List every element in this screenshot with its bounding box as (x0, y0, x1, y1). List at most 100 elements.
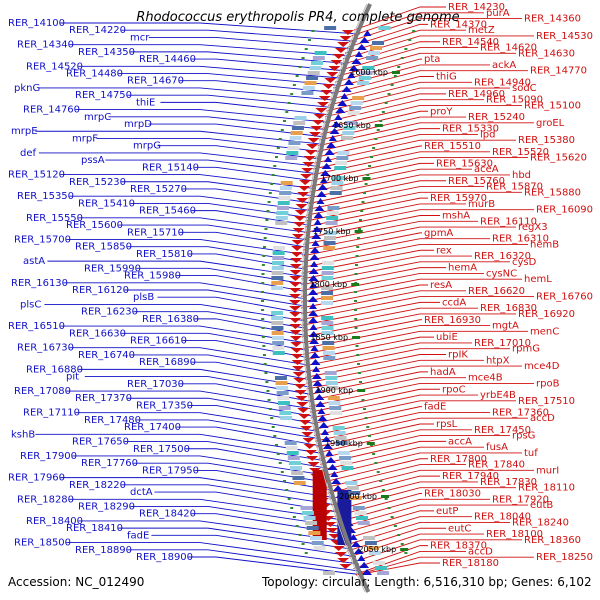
scale-tick (351, 283, 360, 286)
reverse-label-connector (148, 36, 354, 50)
forward-label-connector (314, 417, 528, 442)
reverse-feature-tile (339, 456, 352, 460)
forward-gene-arrow (293, 378, 306, 383)
forward-label-connector (301, 313, 516, 338)
forward-feature-tile (271, 326, 284, 330)
forward-feature-tile (275, 221, 288, 225)
reverse-gene-label: RER_17110 (23, 408, 80, 419)
forward-label-connector (301, 255, 472, 280)
forward-feature-tile (278, 406, 291, 410)
forward-feature-tile (313, 546, 326, 550)
scale-label: 1800 kbp (309, 280, 347, 289)
gc-tick (271, 426, 275, 428)
forward-feature-tile (272, 256, 285, 260)
scale-label: 1650 kbp (333, 121, 371, 130)
forward-gene-label: RER_15520 (492, 147, 549, 158)
forward-gene-arrow (330, 60, 343, 65)
forward-label-connector (310, 157, 528, 182)
forward-feature-tile (292, 476, 305, 480)
reverse-gene-label: RER_14340 (17, 40, 74, 51)
reverse-feature-tile (369, 46, 382, 50)
forward-feature-tile (272, 251, 285, 255)
forward-feature-tile (288, 461, 301, 465)
reverse-gene-arrow (328, 135, 337, 141)
reverse-feature-tile (324, 231, 337, 235)
forward-gene-arrow (290, 258, 303, 263)
gc-tick (261, 282, 265, 284)
reverse-feature-tile (333, 431, 346, 435)
reverse-feature-tile (337, 451, 350, 455)
reverse-gene-arrow (308, 331, 319, 337)
reverse-gene-label: RER_14760 (23, 105, 80, 116)
forward-gene-arrow (320, 90, 333, 95)
gc-tick (356, 354, 360, 356)
reverse-gene-label: RER_18290 (78, 501, 135, 512)
reverse-feature-tile (366, 546, 379, 550)
reverse-gene-arrow (311, 373, 322, 379)
gc-tick (311, 30, 315, 32)
gc-tick (372, 453, 376, 455)
gc-tick (361, 399, 365, 401)
reverse-label-connector (179, 80, 339, 94)
gc-tick (404, 552, 408, 554)
forward-label-connector (305, 197, 428, 222)
reverse-gene-arrow (313, 219, 322, 225)
forward-gene-arrow (289, 336, 302, 341)
gc-tick (390, 84, 394, 86)
reverse-gene-label: plsB (133, 292, 154, 303)
forward-feature-tile (308, 531, 321, 535)
gc-tick (263, 363, 267, 365)
forward-gene-arrow (312, 120, 325, 125)
reverse-gene-arrow (347, 72, 356, 78)
gc-tick (381, 489, 385, 491)
reverse-feature-tile (363, 536, 376, 540)
reverse-gene-label: RER_16510 (8, 321, 65, 332)
gc-tick (292, 516, 296, 518)
forward-gene-label: ccdA (442, 297, 466, 308)
reverse-feature-tile (350, 101, 363, 105)
forward-gene-arrow (307, 462, 320, 467)
reverse-gene-label: RER_17950 (142, 465, 199, 476)
gc-tick (374, 462, 378, 464)
reverse-label-connector (118, 73, 341, 87)
reverse-feature-tile (354, 511, 367, 515)
reverse-gene-label: RER_15230 (69, 177, 126, 188)
gc-tick (361, 201, 365, 203)
forward-gene-label: RER_17360 (492, 407, 549, 418)
forward-feature-tile (286, 451, 299, 455)
reverse-gene-label: RER_17480 (84, 415, 141, 426)
gc-tick (357, 237, 361, 239)
reverse-gene-arrow (312, 380, 323, 386)
reverse-label-connector (127, 549, 363, 572)
reverse-label-connector (66, 390, 316, 410)
reverse-feature-tile (321, 296, 334, 300)
reverse-feature-tile (330, 186, 343, 190)
forward-feature-tile (285, 156, 298, 160)
gc-tick (354, 291, 358, 293)
gc-tick (263, 237, 267, 239)
reverse-gene-arrow (311, 240, 320, 246)
scale-label: 1850 kbp (310, 333, 348, 342)
reverse-label-connector (35, 433, 325, 455)
reverse-feature-tile (366, 56, 379, 60)
forward-gene-arrow (289, 294, 302, 299)
scale-tick (354, 230, 363, 233)
forward-gene-label: rpIK (448, 350, 468, 361)
forward-label-connector (338, 504, 528, 529)
scale-tick (381, 495, 390, 498)
reverse-feature-tile (329, 406, 342, 410)
reverse-feature-tile (342, 131, 355, 135)
forward-gene-label: RER_14620 (480, 43, 537, 54)
reverse-gene-label: RER_14480 (66, 69, 123, 80)
forward-gene-label: cysD (512, 257, 537, 268)
forward-feature-tile (303, 516, 316, 520)
reverse-gene-arrow (313, 212, 324, 218)
reverse-feature-tile (323, 356, 336, 360)
map-title: Rhodococcus erythropolis PR4, complete g… (136, 10, 459, 25)
forward-gene-label: RER_16110 (480, 216, 537, 227)
forward-gene-label: cysNC (486, 268, 517, 279)
reverse-label-connector (160, 101, 333, 116)
forward-gene-arrow (290, 252, 303, 257)
forward-label-connector (338, 47, 478, 71)
reverse-feature-tile (335, 161, 348, 165)
